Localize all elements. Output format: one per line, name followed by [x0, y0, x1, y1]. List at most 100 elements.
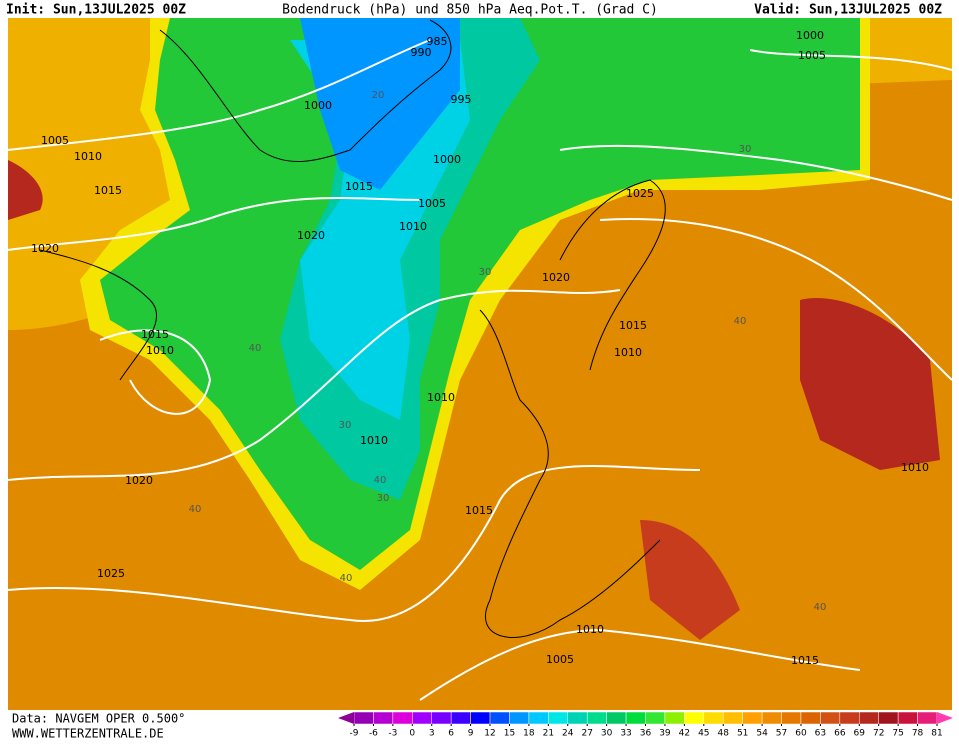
- temperature-label: 30: [339, 420, 352, 431]
- colorbar-tick-label: 54: [756, 729, 768, 739]
- isobar-label: 1010: [146, 344, 174, 357]
- colorbar-swatch: [528, 711, 549, 725]
- field-lightblue: [290, 40, 470, 420]
- field-hot-west: [8, 160, 43, 220]
- field-blue: [300, 18, 460, 190]
- colorbar-tick-label: 9: [468, 729, 474, 739]
- isobar-label: 1005: [41, 134, 69, 147]
- isobar-label: 985: [427, 35, 448, 48]
- colorbar-swatch: [373, 711, 394, 725]
- isobar-label: 1015: [465, 504, 493, 517]
- isobar-label: 1015: [141, 328, 169, 341]
- isobar-label: 1015: [791, 654, 819, 667]
- colorbar-tick-label: 6: [448, 729, 454, 739]
- isobar-label: 1025: [97, 567, 125, 580]
- field-green: [100, 18, 860, 570]
- isobar-label: 1010: [74, 150, 102, 163]
- colorbar-swatch: [509, 711, 530, 725]
- colorbar-tick-label: 48: [718, 729, 730, 739]
- colorbar-swatch: [781, 711, 802, 725]
- colorbar-swatch: [878, 711, 899, 725]
- colorbar-swatch: [548, 711, 569, 725]
- temperature-label: 30: [377, 493, 390, 504]
- colorbar-tick-label: 33: [620, 729, 631, 739]
- isobar: [99, 329, 212, 415]
- isobar-label: 1010: [360, 434, 388, 447]
- coast-america: [39, 249, 157, 381]
- temperature-label: 40: [340, 573, 353, 584]
- coast-greenland: [159, 19, 452, 163]
- isobars: [7, 39, 953, 701]
- isobar: [7, 465, 701, 622]
- colorbar-tick-label: 15: [504, 729, 515, 739]
- temperature-label: 30: [739, 144, 752, 155]
- isobar: [559, 144, 953, 201]
- isobar-label: 1015: [94, 184, 122, 197]
- colorbar-swatch: [703, 711, 724, 725]
- header-bar: [0, 0, 959, 18]
- colorbar-tick-label: 18: [523, 729, 535, 739]
- colorbar-swatch: [353, 711, 374, 725]
- isobar-label: 1000: [304, 99, 332, 112]
- colorbar-tick-label: -3: [388, 729, 397, 739]
- isobar: [599, 218, 953, 381]
- temperature-label: 30: [479, 267, 492, 278]
- colorbar-tick-label: 39: [659, 729, 671, 739]
- colorbar-tick-label: 51: [737, 729, 748, 739]
- isobar: [749, 49, 953, 71]
- isobar-label: 1010: [427, 391, 455, 404]
- colorbar-tick-label: 75: [892, 729, 903, 739]
- colorbar-tick-label: 24: [562, 729, 574, 739]
- colorbar-tick-label: 78: [912, 729, 924, 739]
- colorbar-tick-label: 81: [931, 729, 942, 739]
- colorbar-tick-label: 21: [543, 729, 554, 739]
- temperature-label: 20: [372, 90, 385, 101]
- colorbar-high-arrow: [937, 712, 953, 724]
- temperature-label-group: 20 30 40 30 40 30 40 40 30 40 40: [189, 90, 827, 613]
- temperature-label: 40: [734, 316, 747, 327]
- colorbar-swatch: [722, 711, 743, 725]
- isobar-label: 995: [451, 93, 472, 106]
- isobar-label: 1020: [125, 474, 153, 487]
- colorbar-tick-label: 0: [409, 729, 415, 739]
- isobar-label: 1025: [626, 187, 654, 200]
- footer-website: WWW.WETTERZENTRALE.DE: [12, 727, 164, 741]
- isobar-label: 1010: [399, 220, 427, 233]
- colorbar-swatch: [431, 711, 452, 725]
- colorbar-tick-label: 12: [484, 729, 495, 739]
- colorbar-low-arrow: [338, 712, 354, 724]
- colorbar-swatch: [742, 711, 763, 725]
- isobar: [7, 289, 621, 481]
- isobar-label: 1010: [576, 623, 604, 636]
- isobar-label: 1020: [542, 271, 570, 284]
- colorbar-swatch: [820, 711, 841, 725]
- isobar: [7, 197, 421, 251]
- isobar-label: 1000: [796, 29, 824, 42]
- temperature-label: 40: [374, 475, 387, 486]
- colorbar-swatch: [392, 711, 413, 725]
- colorbar-swatch: [625, 711, 646, 725]
- colorbar-swatch: [897, 711, 918, 725]
- colorbar-swatch: [839, 711, 860, 725]
- colorbar: -9 -6 -3 0 3 6 9 12 15 18 21 24 27 30 33 36 39 42 45 48 51 54…: [338, 711, 953, 739]
- colorbar-tick-label: 36: [640, 729, 652, 739]
- field-hot-south: [640, 520, 740, 640]
- colorbar-tick-label: 57: [776, 729, 787, 739]
- isobar-label: 990: [411, 46, 432, 59]
- isobar-label: 1010: [614, 346, 642, 359]
- colorbar-swatch: [567, 711, 588, 725]
- colorbar-tick-label: 66: [834, 729, 846, 739]
- colorbar-tick-label: -6: [369, 729, 378, 739]
- coastlines: [39, 19, 666, 638]
- isobar-label: 1015: [619, 319, 647, 332]
- colorbar-swatch: [800, 711, 821, 725]
- header-init: Init: Sun,13JUL2025 00Z: [6, 3, 186, 18]
- isobar-label: 1015: [345, 180, 373, 193]
- field-hot-east: [800, 298, 940, 470]
- temperature-label: 40: [189, 504, 202, 515]
- isobar: [7, 39, 431, 151]
- isobar: [419, 628, 861, 701]
- colorbar-tick-label: 3: [429, 729, 435, 739]
- colorbar-swatch: [664, 711, 685, 725]
